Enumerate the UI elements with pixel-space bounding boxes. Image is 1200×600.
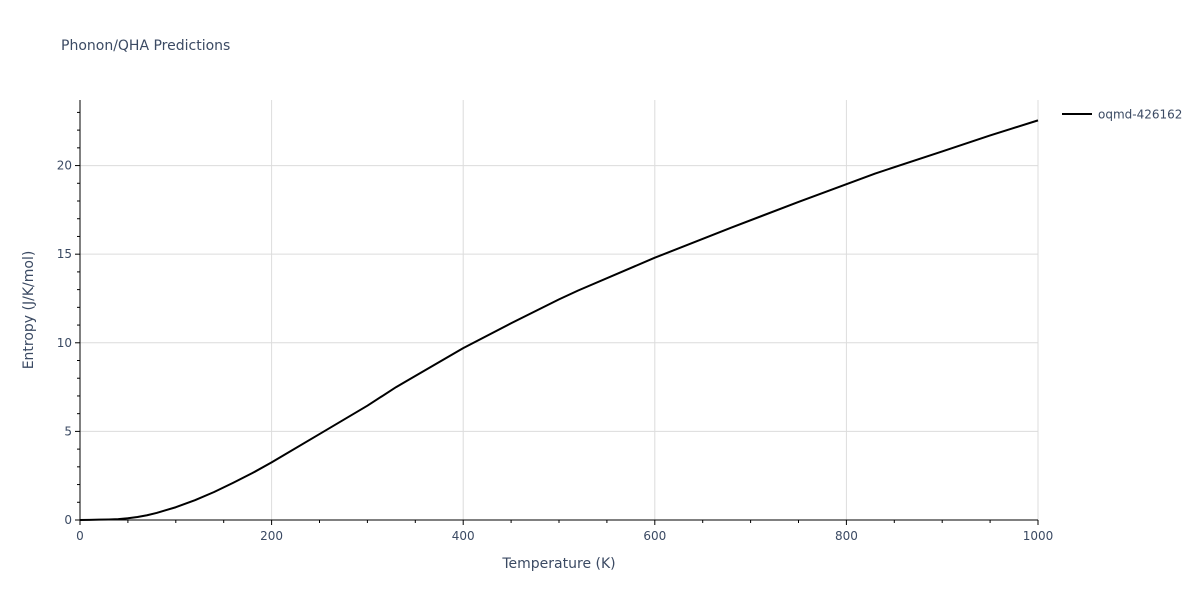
x-tick-label: 400	[452, 529, 475, 543]
x-axis-title: Temperature (K)	[501, 556, 615, 572]
series-lines	[79, 119, 1039, 521]
x-tick-label: 1000	[1023, 529, 1054, 543]
y-tick-label: 20	[57, 159, 72, 173]
y-tick-label: 0	[64, 513, 72, 527]
x-tick-label: 800	[835, 529, 858, 543]
x-tick-label: 0	[76, 529, 84, 543]
chart-title: Phonon/QHA Predictions	[61, 38, 230, 54]
y-tick-label: 5	[64, 424, 72, 438]
y-axis-title: Entropy (J/K/mol)	[21, 251, 37, 370]
axes	[75, 100, 1039, 525]
grid-lines	[80, 100, 1039, 520]
y-tick-label: 15	[57, 247, 72, 261]
x-tick-label: 600	[643, 529, 666, 543]
series-line	[79, 119, 1039, 521]
y-tick-label: 10	[57, 336, 72, 350]
legend-label: oqmd-426162	[1098, 108, 1182, 122]
x-tick-label: 200	[260, 529, 283, 543]
tick-labels: 0 200 400 600 800 1000 0 5 10 15 20	[57, 159, 1054, 543]
legend[interactable]: oqmd-426162	[1062, 108, 1182, 122]
